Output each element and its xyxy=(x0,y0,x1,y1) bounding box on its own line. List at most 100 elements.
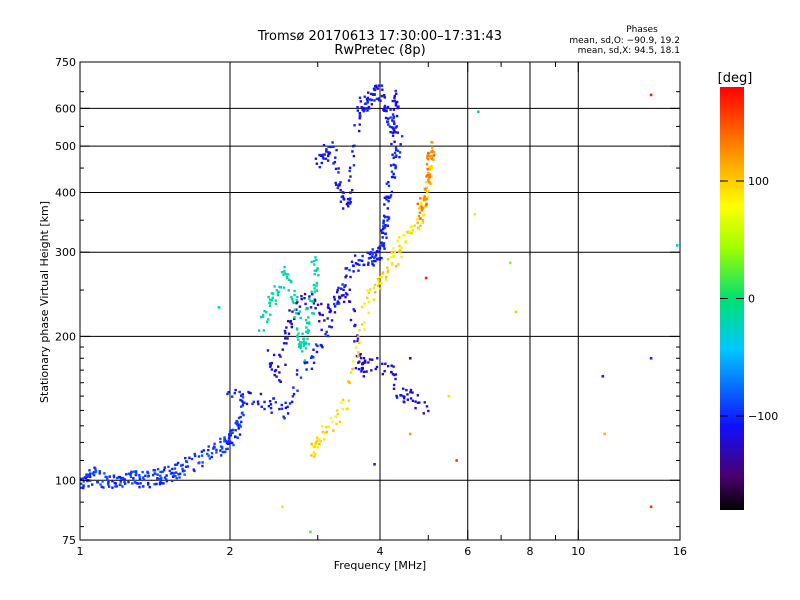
data-point xyxy=(181,463,184,467)
data-point xyxy=(228,430,232,433)
data-point xyxy=(314,269,318,273)
data-point xyxy=(165,474,168,477)
data-point xyxy=(431,166,434,170)
data-point xyxy=(366,263,370,266)
data-point xyxy=(310,290,313,293)
data-point xyxy=(384,278,388,282)
data-point xyxy=(89,479,92,482)
data-point xyxy=(391,119,394,122)
data-point xyxy=(367,91,370,94)
data-point xyxy=(290,295,293,299)
data-point xyxy=(387,117,390,120)
data-point xyxy=(417,214,421,218)
data-point xyxy=(291,300,295,303)
data-point xyxy=(359,100,362,103)
data-point xyxy=(325,150,328,153)
data-point xyxy=(287,289,290,292)
data-point xyxy=(252,400,255,404)
data-point xyxy=(366,109,369,112)
data-point xyxy=(116,476,119,480)
data-point xyxy=(285,326,288,329)
data-point xyxy=(416,202,419,206)
data-point xyxy=(367,257,371,260)
data-point xyxy=(371,252,374,256)
data-point xyxy=(300,341,303,344)
data-point xyxy=(394,377,397,381)
data-point xyxy=(411,229,414,232)
data-point xyxy=(345,267,349,270)
data-point xyxy=(349,175,352,178)
data-point xyxy=(121,476,125,480)
data-point xyxy=(349,200,352,204)
data-point xyxy=(426,195,430,199)
data-point xyxy=(293,316,296,319)
data-point xyxy=(268,301,272,304)
data-point xyxy=(217,306,221,309)
data-point xyxy=(379,99,382,102)
data-point xyxy=(409,388,413,392)
data-point xyxy=(318,153,321,157)
data-point xyxy=(297,343,301,346)
data-point xyxy=(302,342,306,346)
data-point xyxy=(94,467,97,471)
data-point xyxy=(279,286,282,289)
data-point xyxy=(313,273,316,276)
data-point xyxy=(273,373,276,377)
data-point xyxy=(316,446,319,449)
data-point xyxy=(392,127,395,131)
data-point xyxy=(87,485,90,488)
data-point xyxy=(332,145,335,148)
data-point xyxy=(321,345,324,349)
data-point xyxy=(305,326,308,329)
data-point xyxy=(396,105,399,109)
data-point xyxy=(234,388,237,392)
data-point xyxy=(402,233,405,237)
data-point xyxy=(146,481,150,485)
data-point xyxy=(362,356,366,360)
data-point xyxy=(392,387,396,391)
data-point xyxy=(365,107,368,110)
data-point xyxy=(283,265,286,269)
data-point xyxy=(368,98,372,101)
data-point xyxy=(415,218,419,221)
data-point xyxy=(357,335,360,338)
data-point xyxy=(352,154,356,158)
data-point xyxy=(385,195,388,198)
data-point xyxy=(266,318,270,321)
data-point xyxy=(239,425,242,428)
data-point xyxy=(291,395,295,398)
data-point xyxy=(385,236,388,239)
data-point xyxy=(649,93,653,97)
data-point xyxy=(349,191,352,194)
y-tick-label: 600 xyxy=(55,102,76,115)
data-point xyxy=(241,393,244,396)
data-point xyxy=(304,341,308,344)
data-point xyxy=(146,470,149,474)
data-point xyxy=(381,94,384,98)
data-point xyxy=(178,476,181,479)
data-point xyxy=(278,379,281,382)
data-point xyxy=(302,340,306,343)
data-point xyxy=(320,302,323,306)
axis-ticks: 1 2 4 6 8 10 16 75 100 200 300 400 500 600 750 xyxy=(55,56,687,558)
data-point xyxy=(377,97,381,100)
data-point xyxy=(381,227,385,231)
data-point xyxy=(239,394,243,397)
data-point xyxy=(370,369,373,372)
data-point xyxy=(354,366,358,370)
data-point xyxy=(430,175,433,178)
data-point xyxy=(373,463,376,466)
data-point xyxy=(375,97,379,101)
data-point xyxy=(428,175,431,178)
data-point xyxy=(300,294,303,298)
data-point xyxy=(380,256,383,260)
data-point xyxy=(349,371,353,374)
data-point xyxy=(313,259,316,263)
data-point xyxy=(389,108,392,111)
data-point xyxy=(289,281,293,284)
data-point xyxy=(346,293,349,296)
data-point xyxy=(393,94,396,98)
data-point xyxy=(405,230,409,234)
data-point xyxy=(313,298,317,301)
data-point xyxy=(381,362,384,365)
